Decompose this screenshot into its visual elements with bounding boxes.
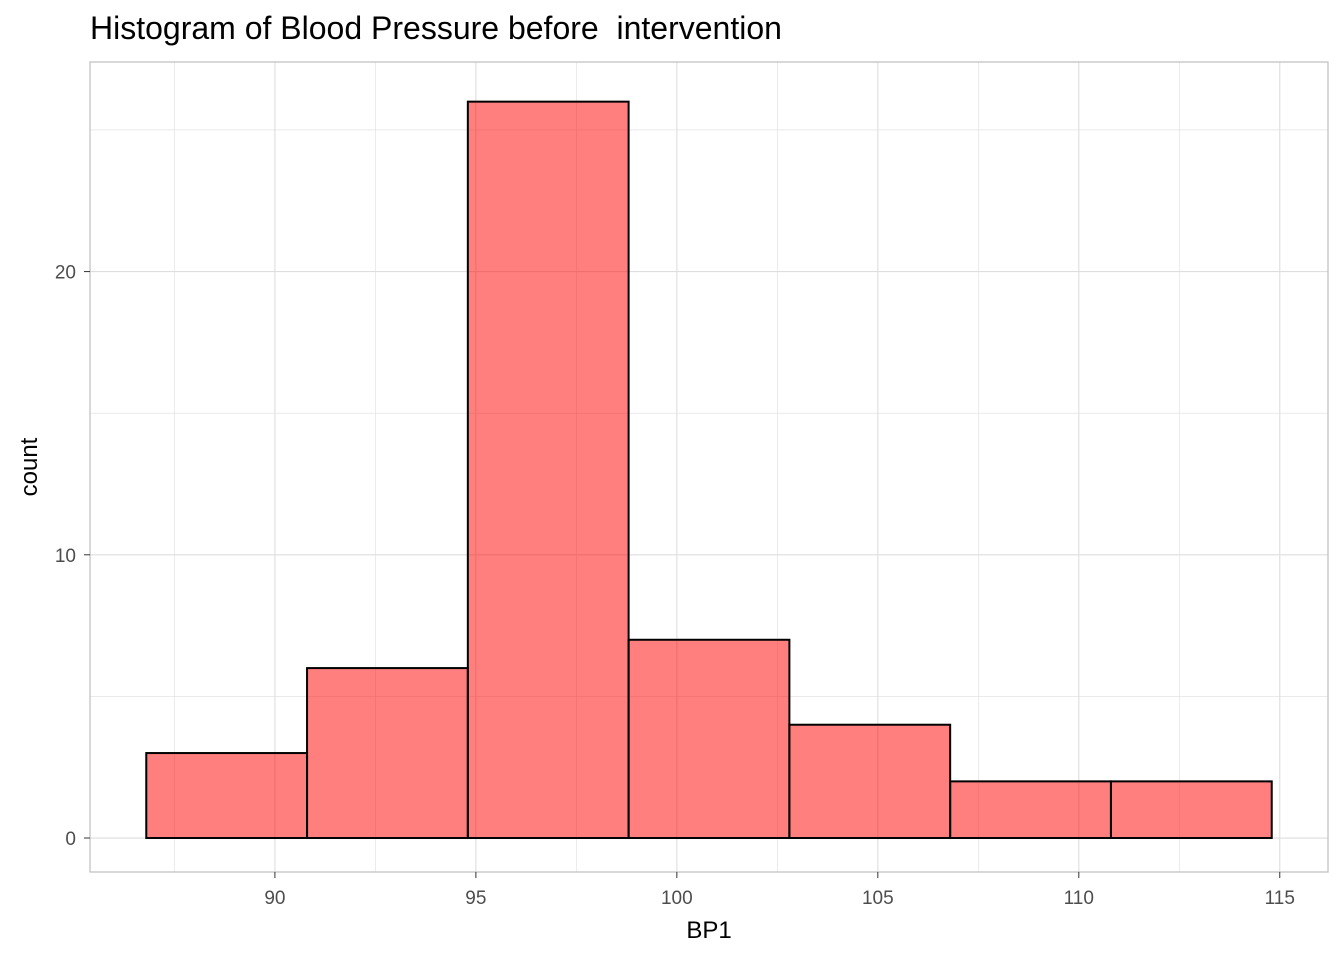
y-tick-label: 10 [55,546,76,567]
histogram-bar [949,780,1112,840]
plot-panel-border [89,61,1329,873]
histogram-bar [145,752,309,840]
x-tick-label: 100 [661,888,693,909]
chart-title: Histogram of Blood Pressure before inter… [90,10,782,46]
x-tick-label: 115 [1265,888,1295,909]
histogram-bar [788,723,952,840]
x-tick-label: 110 [1064,888,1094,909]
y-axis-ticks: 0 10 20 [55,263,90,850]
x-axis-ticks: 90 95 100 105 110 115 [264,872,1295,909]
x-axis-title: BP1 [686,917,731,944]
x-tick-label: 105 [862,888,894,909]
x-tick-label: 95 [465,888,486,909]
y-tick-label: 0 [65,829,76,850]
histogram-bar [627,638,791,840]
y-tick-label: 20 [55,263,76,284]
histogram-bar [1109,780,1273,840]
x-tick-label: 90 [264,888,285,909]
histogram-bar [466,100,630,840]
histogram-bars [145,100,1273,840]
histogram-bar [306,667,469,840]
y-axis-title: count [16,437,43,496]
